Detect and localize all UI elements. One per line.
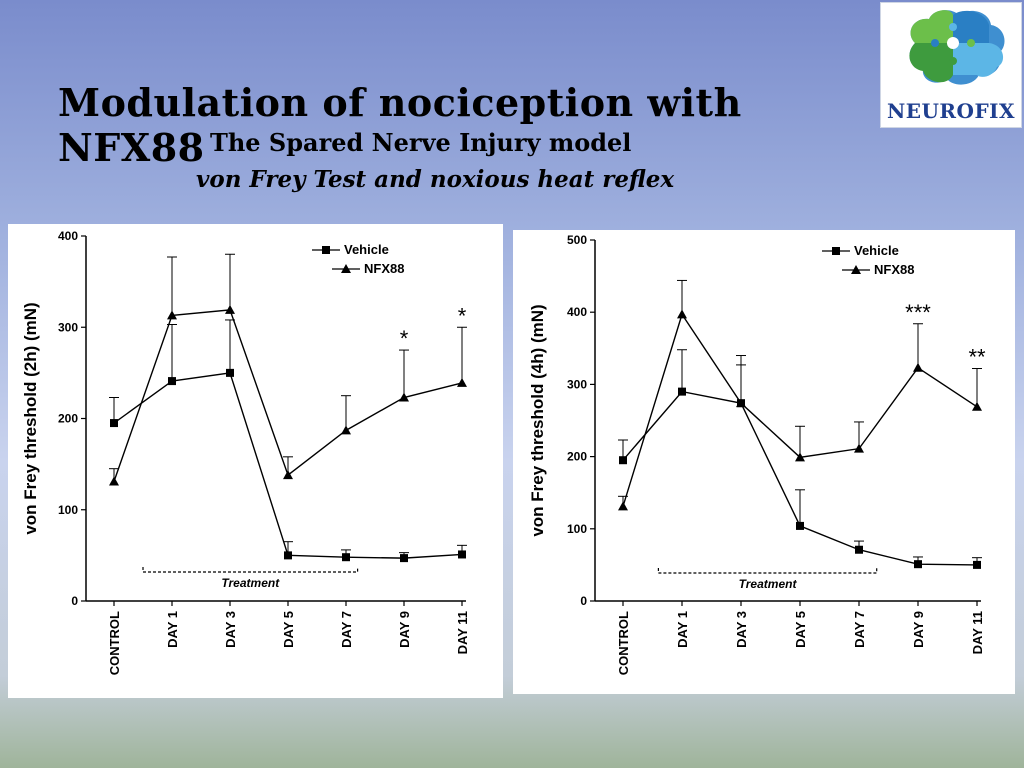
vehicle-point <box>284 551 292 560</box>
y-tick-label: 500 <box>567 233 587 247</box>
nfx88-point <box>913 362 923 372</box>
slide-subtitle-2: von Frey Test and noxious heat reflex <box>196 166 675 193</box>
significance-marker: ** <box>968 345 986 370</box>
y-axis-label: von Frey threshold (2h) (mN) <box>21 302 40 534</box>
significance-marker: * <box>400 326 409 351</box>
x-tick-label: CONTROL <box>616 611 631 675</box>
nfx88-point <box>109 476 119 486</box>
x-tick-label: DAY 1 <box>165 611 180 648</box>
legend-marker-square <box>322 246 330 254</box>
y-tick-label: 200 <box>567 450 587 464</box>
x-tick-label: DAY 3 <box>223 611 238 648</box>
slide-subtitle: The Spared Nerve Injury model <box>210 128 632 157</box>
treatment-label: Treatment <box>739 577 798 591</box>
nfx88-point <box>399 392 409 402</box>
nfx88-point <box>795 452 805 462</box>
vehicle-point <box>619 456 627 465</box>
nfx88-point <box>618 501 628 511</box>
x-tick-label: CONTROL <box>107 611 122 675</box>
vehicle-point <box>855 545 863 554</box>
neurofix-logo: NEUROFIX <box>880 2 1022 128</box>
legend-label: Vehicle <box>854 243 899 258</box>
x-tick-label: DAY 9 <box>397 611 412 648</box>
y-tick-label: 300 <box>58 320 78 334</box>
y-tick-label: 0 <box>580 594 587 608</box>
legend-marker-triangle <box>341 264 351 273</box>
significance-marker: *** <box>905 300 931 325</box>
legend-marker-square <box>832 247 840 255</box>
y-tick-label: 400 <box>58 229 78 243</box>
y-tick-label: 200 <box>58 412 78 426</box>
significance-marker: * <box>458 303 467 328</box>
legend-marker-triangle <box>851 265 861 274</box>
chart-panel-4h: 0 100 200 300 400 500 von Frey threshold (4h) … <box>513 230 1015 694</box>
x-tick-label: DAY 7 <box>339 611 354 648</box>
x-tick-label: DAY 7 <box>852 611 867 648</box>
vehicle-point <box>226 368 234 377</box>
vehicle-point <box>796 521 804 530</box>
nfx88-point <box>972 401 982 411</box>
vehicle-point <box>342 553 350 562</box>
nfx88-point <box>225 304 235 314</box>
chart-4h: 0 100 200 300 400 500 von Frey threshold (4h) … <box>528 233 986 675</box>
y-tick-label: 300 <box>567 377 587 391</box>
x-tick-label: DAY 11 <box>455 611 470 654</box>
x-tick-label: DAY 3 <box>734 611 749 648</box>
x-tick-label: DAY 11 <box>970 611 985 654</box>
y-tick-label: 100 <box>58 503 78 517</box>
legend-label: Vehicle <box>344 242 389 257</box>
vehicle-point <box>458 550 466 559</box>
vehicle-point <box>914 560 922 569</box>
treatment-label: Treatment <box>221 576 280 590</box>
series-line-nfx88 <box>622 312 978 507</box>
nfx88-point <box>167 310 177 320</box>
treatment-bracket <box>657 568 878 574</box>
vehicle-point <box>678 387 686 396</box>
nfx88-point <box>283 470 293 480</box>
y-axis-label: von Frey threshold (4h) (mN) <box>528 304 547 536</box>
chart-panel-2h: 0 100 200 300 400 von Frey threshold (2h) (mN… <box>8 224 503 698</box>
legend-label: NFX88 <box>364 261 404 276</box>
x-tick-label: DAY 5 <box>793 611 808 648</box>
y-tick-label: 0 <box>71 594 78 608</box>
y-tick-label: 400 <box>567 305 587 319</box>
treatment-bracket <box>142 567 359 573</box>
logo-text: NEUROFIX <box>886 99 1016 123</box>
series-line-vehicle <box>622 390 978 566</box>
brain-puzzle-icon <box>909 10 1005 85</box>
slide-title: Modulation of nociception with NFX88 <box>58 80 742 170</box>
nfx88-point <box>457 377 467 387</box>
vehicle-point <box>110 419 118 428</box>
x-tick-label: DAY 1 <box>675 611 690 648</box>
vehicle-point <box>400 554 408 563</box>
vehicle-point <box>168 377 176 386</box>
chart-2h: 0 100 200 300 400 von Frey threshold (2h) (mN… <box>21 229 470 675</box>
series-line-nfx88 <box>113 309 463 482</box>
x-tick-label: DAY 9 <box>911 611 926 648</box>
nfx88-point <box>736 398 746 408</box>
x-tick-label: DAY 5 <box>281 611 296 648</box>
y-tick-label: 100 <box>567 522 587 536</box>
nfx88-point <box>341 425 351 435</box>
vehicle-point <box>973 560 981 569</box>
nfx88-point <box>677 309 687 319</box>
nfx88-point <box>854 443 864 453</box>
legend-label: NFX88 <box>874 262 914 277</box>
